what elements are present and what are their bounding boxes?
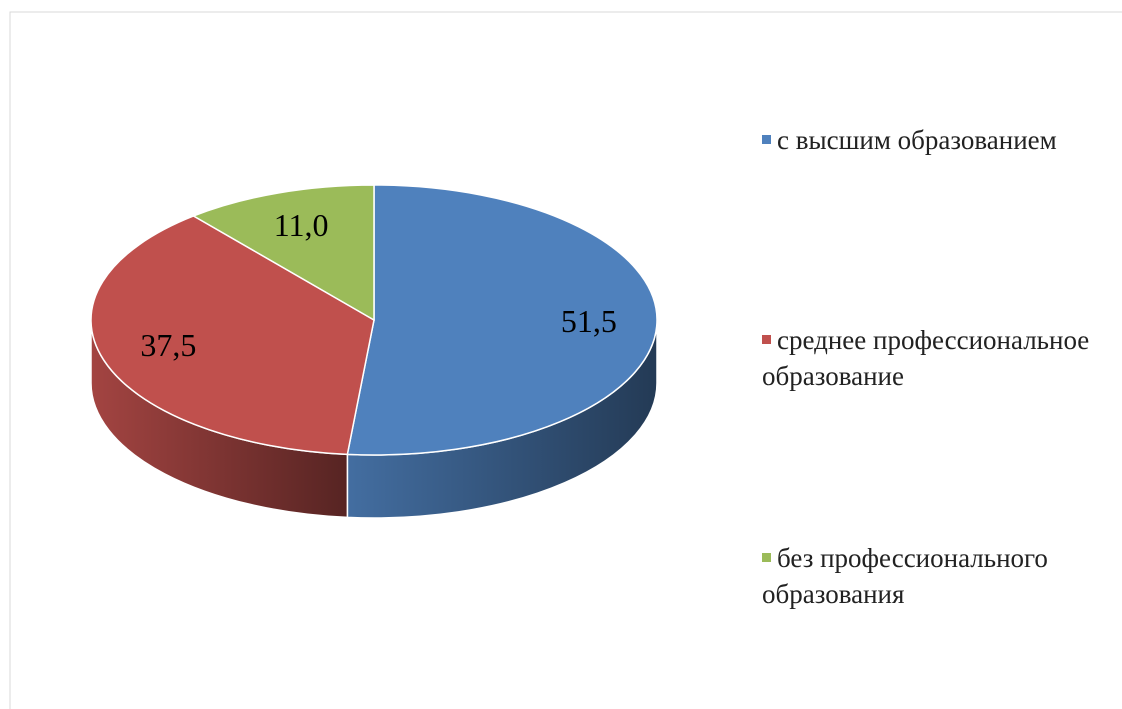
value-label: 37,5 xyxy=(140,327,196,363)
value-label: 11,0 xyxy=(274,207,329,243)
legend-label: с высшим образованием xyxy=(777,125,1057,155)
legend-label: без профессионального образования xyxy=(762,543,1048,609)
legend-key xyxy=(762,135,771,145)
pie-tops xyxy=(90,184,658,456)
chart-frame xyxy=(9,11,1122,709)
value-label: 51,5 xyxy=(561,303,617,339)
legend-key xyxy=(762,335,771,345)
legend-key xyxy=(762,553,771,563)
pie-sides xyxy=(90,319,658,519)
pie-slice xyxy=(191,184,375,322)
value-labels: 51,5 37,5 11,0 xyxy=(140,207,616,363)
pie-slice xyxy=(346,184,658,456)
pie-slice xyxy=(90,215,375,456)
legend-item: с высшим образованием xyxy=(762,122,1112,158)
legend-item: среднее профессиональное образование xyxy=(762,322,1112,394)
legend-item: без профессионального образования xyxy=(762,540,1112,612)
legend-label: среднее профессиональное образование xyxy=(762,325,1090,391)
